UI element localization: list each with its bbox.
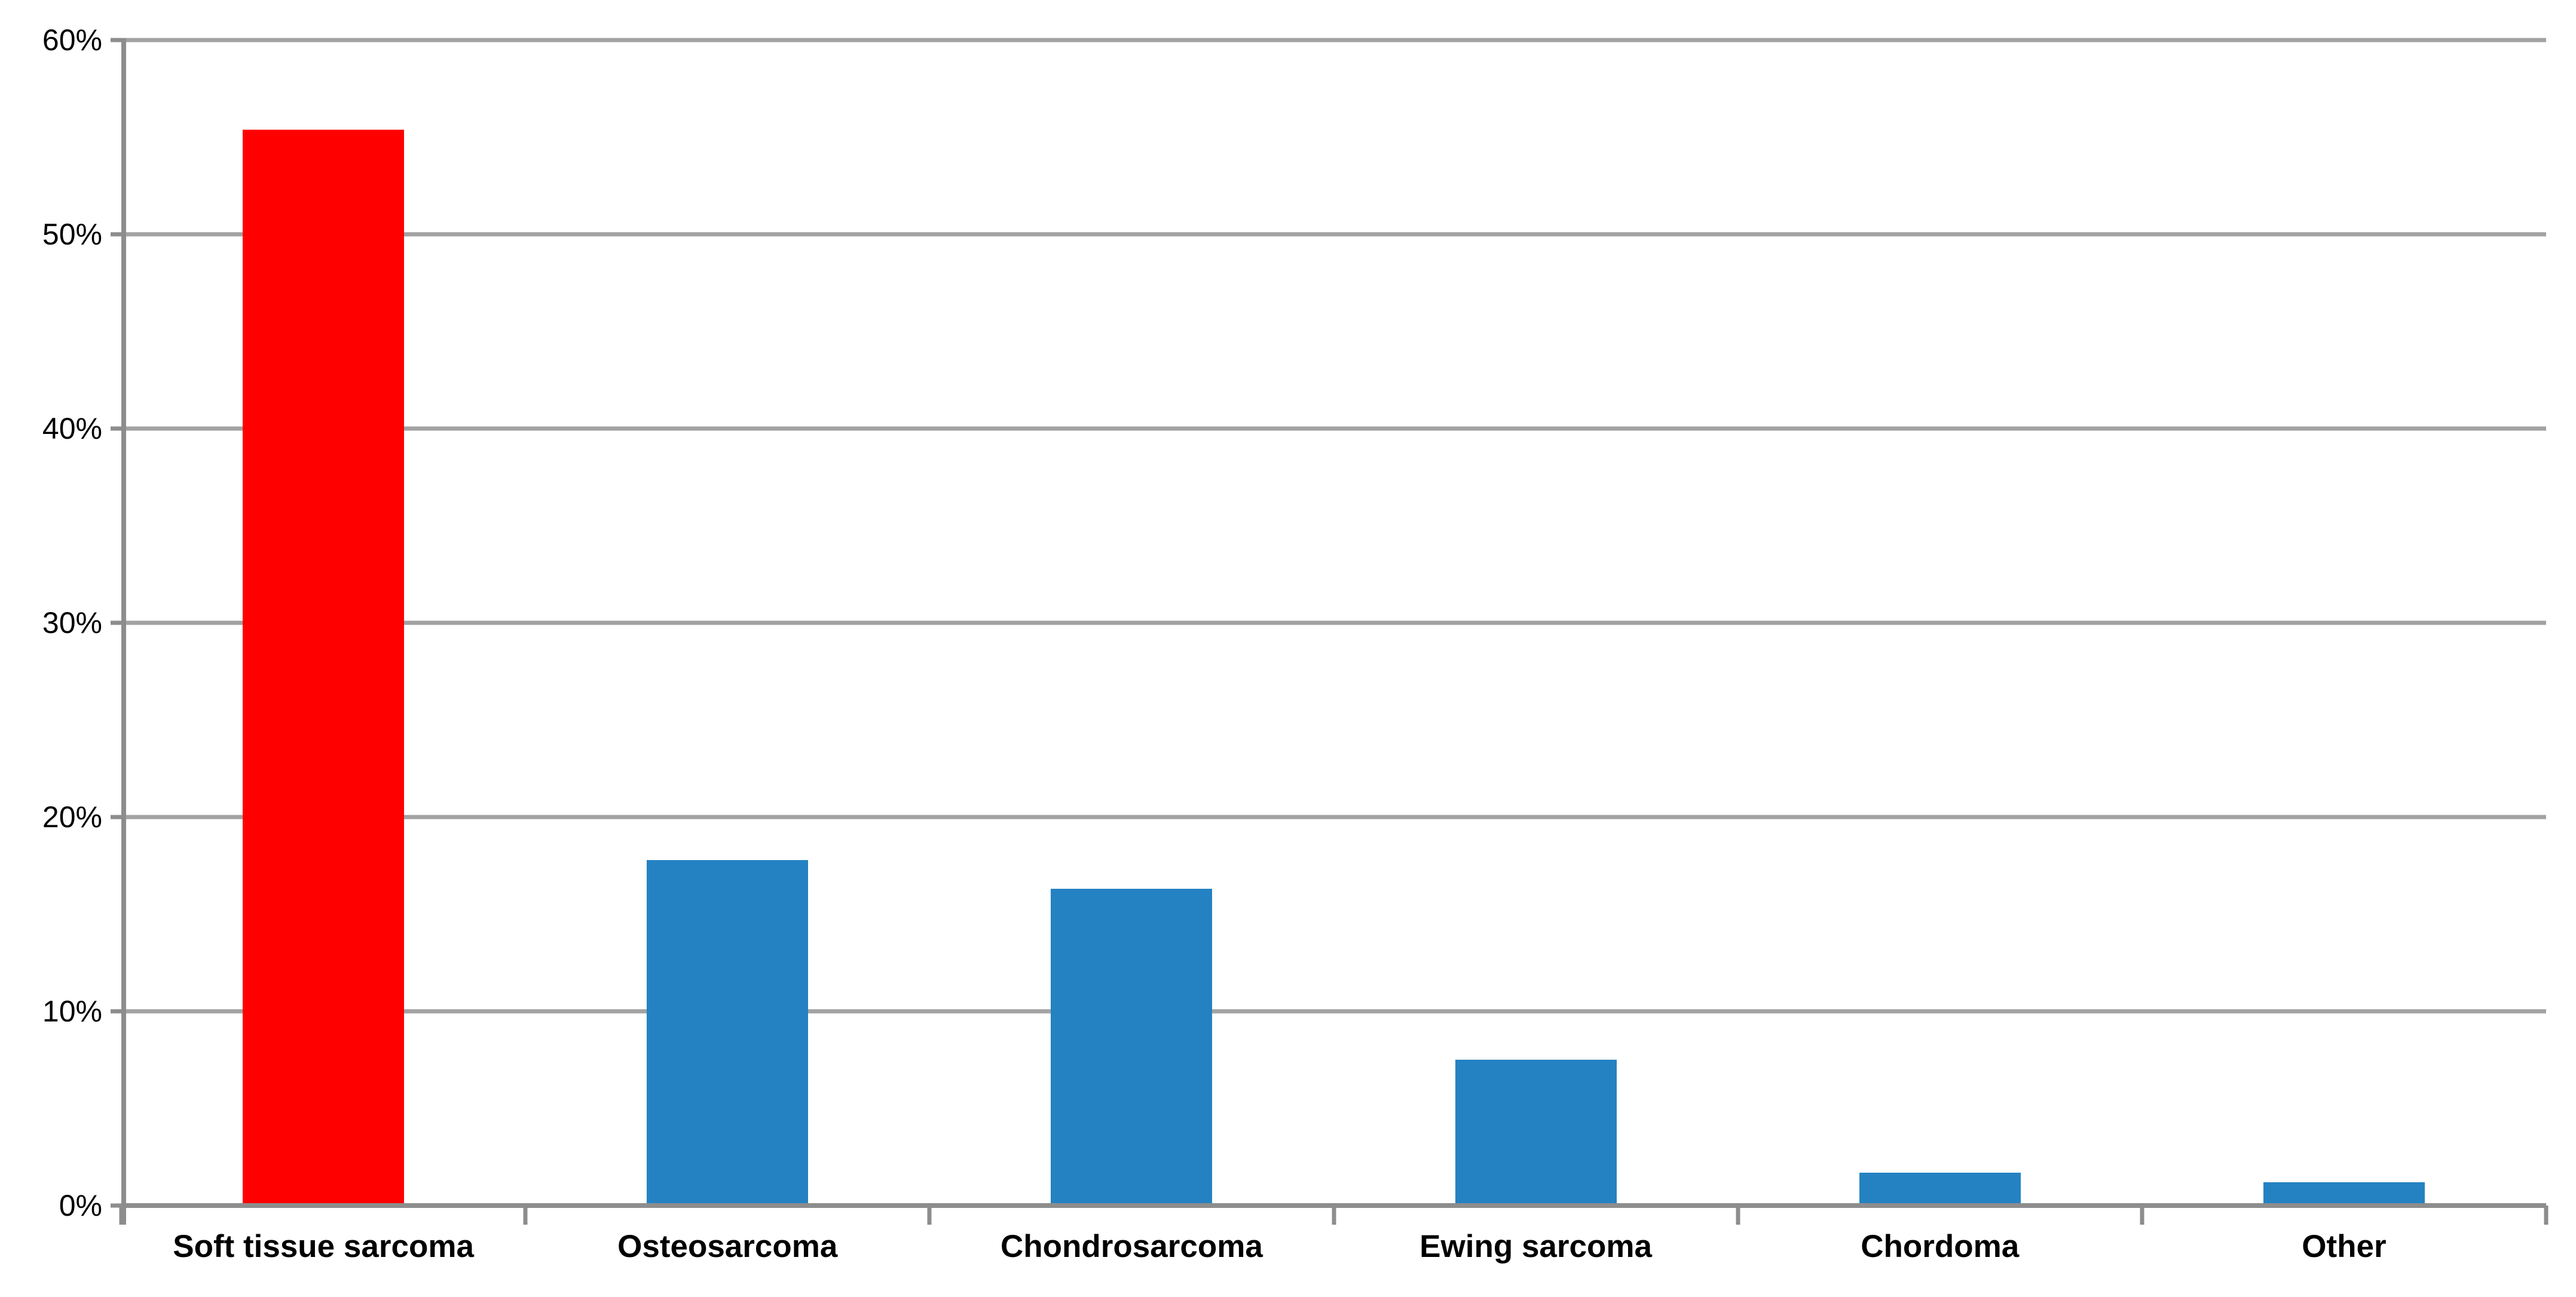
category-cell-osteosarcoma: Osteosarcoma <box>525 40 929 1262</box>
y-tick-50 <box>111 232 121 237</box>
y-axis-label-50: 50% <box>42 217 102 251</box>
y-axis-label-40: 40% <box>42 411 102 445</box>
y-axis-label-30: 30% <box>42 606 102 640</box>
bar-ewing-sarcoma <box>1455 1060 1617 1206</box>
category-cell-chordoma: Chordoma <box>1738 40 2142 1262</box>
y-axis-label-60: 60% <box>42 23 102 57</box>
x-tick-4 <box>1736 1206 1740 1225</box>
gridline-50 <box>121 232 2546 237</box>
category-label-chordoma: Chordoma <box>1861 1229 2020 1264</box>
category-label-ewing-sarcoma: Ewing sarcoma <box>1419 1229 1652 1264</box>
y-tick-0 <box>111 1203 121 1208</box>
bar-chondrosarcoma <box>1051 889 1213 1206</box>
x-tick-1 <box>523 1206 528 1225</box>
x-axis-line <box>121 1203 2546 1208</box>
category-cell-other: Other <box>2142 40 2546 1262</box>
category-cell-chondrosarcoma: Chondrosarcoma <box>929 40 1333 1262</box>
x-tick-6 <box>2544 1206 2549 1225</box>
bar-osteosarcoma <box>647 859 809 1206</box>
y-tick-20 <box>111 815 121 819</box>
category-label-chondrosarcoma: Chondrosarcoma <box>1001 1229 1263 1264</box>
y-tick-60 <box>111 38 121 42</box>
y-axis-line <box>121 38 126 1225</box>
category-label-other: Other <box>2302 1229 2387 1264</box>
x-tick-3 <box>1332 1206 1336 1225</box>
category-label-soft-tissue-sarcoma: Soft tissue sarcoma <box>173 1229 474 1264</box>
y-tick-10 <box>111 1009 121 1014</box>
gridline-20 <box>121 815 2546 819</box>
bar-soft-tissue-sarcoma <box>243 129 405 1206</box>
bar-other <box>2263 1182 2425 1206</box>
category-cell-soft-tissue-sarcoma: Soft tissue sarcoma <box>121 40 525 1262</box>
gridline-30 <box>121 620 2546 625</box>
plot-area: 0% 10% 20% 30% 40% 50% 60% Soft tissue sarcoma O… <box>42 25 2549 1262</box>
gridline-10 <box>121 1009 2546 1014</box>
bar-chordoma <box>1859 1172 2021 1206</box>
x-tick-5 <box>2140 1206 2144 1225</box>
gridline-60 <box>121 38 2546 42</box>
category-cell-ewing-sarcoma: Ewing sarcoma <box>1334 40 1738 1262</box>
y-axis-label-20: 20% <box>42 800 102 834</box>
gridline-40 <box>121 426 2546 431</box>
y-axis-label-0: 0% <box>59 1189 102 1222</box>
y-axis-label-10: 10% <box>42 995 102 1028</box>
y-tick-30 <box>111 620 121 625</box>
category-label-osteosarcoma: Osteosarcoma <box>617 1229 838 1264</box>
x-tick-2 <box>927 1206 932 1225</box>
y-tick-40 <box>111 426 121 431</box>
